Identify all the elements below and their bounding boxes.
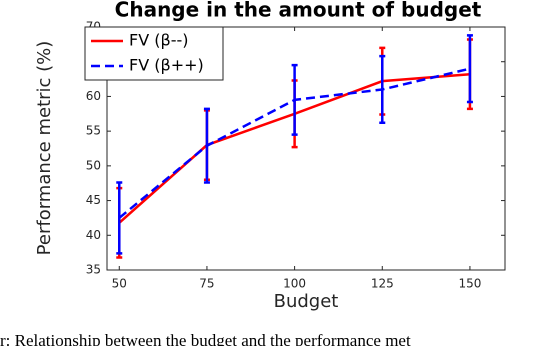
- y-axis-label: Performance metric (%): [34, 41, 55, 256]
- legend-label: FV (β--): [129, 31, 188, 50]
- error-bar: [291, 63, 298, 136]
- error-bar: [116, 181, 123, 255]
- caption: r: Relationship between the budget and t…: [0, 331, 411, 346]
- legend-label: FV (β++): [129, 56, 204, 75]
- y-tick-label: 45: [86, 193, 101, 207]
- x-tick-label: 50: [112, 277, 127, 291]
- y-tick-label: 40: [86, 228, 101, 242]
- x-tick-label: 75: [199, 277, 214, 291]
- error-bar: [291, 63, 298, 136]
- y-tick-label: 35: [86, 263, 101, 277]
- x-tick-label: 125: [371, 277, 394, 291]
- x-tick-label: 100: [283, 277, 306, 291]
- x-axis-label: Budget: [274, 291, 339, 312]
- chart-title: Change in the amount of budget: [115, 0, 482, 22]
- error-bar: [203, 107, 210, 184]
- error-bar: [466, 34, 473, 104]
- y-tick-label: 60: [86, 89, 101, 103]
- x-tick-label: 150: [458, 277, 481, 291]
- y-tick-label: 50: [86, 158, 101, 172]
- error-bar: [379, 54, 386, 125]
- error-bar: [203, 107, 210, 184]
- y-tick-label: 55: [86, 124, 101, 138]
- error-bar: [116, 181, 123, 255]
- error-bar: [466, 34, 473, 104]
- legend-box: [84, 26, 224, 81]
- error-bar: [379, 54, 386, 125]
